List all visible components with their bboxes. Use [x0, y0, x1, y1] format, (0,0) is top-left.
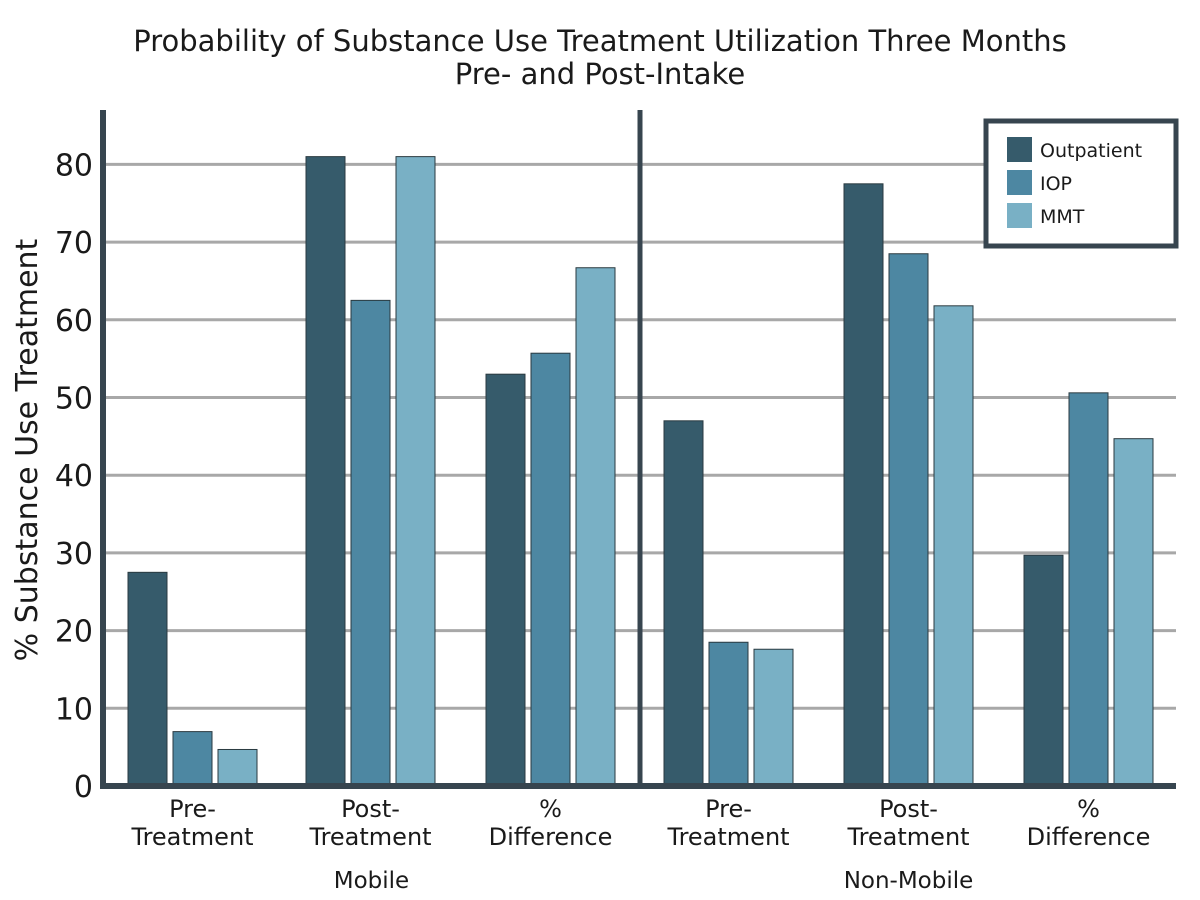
x-group-label-0: Mobile	[334, 868, 409, 894]
bar-mmt-0	[217, 748, 258, 787]
bar-iop-0	[172, 731, 213, 787]
x-category-label-5-line-0: %	[1077, 795, 1100, 823]
bar-mmt-4	[933, 305, 974, 787]
bar-outpatient-3	[663, 420, 704, 787]
y-axis-label: % Substance Use Treatment	[10, 238, 45, 661]
x-group-labels: Mobile Non-Mobile	[334, 868, 974, 894]
x-group-label-1: Non-Mobile	[844, 868, 974, 894]
y-tick-label-40: 40	[55, 459, 93, 494]
legend: Outpatient IOP MMT	[983, 118, 1179, 249]
chart-title-line-1: Probability of Substance Use Treatment U…	[133, 24, 1067, 58]
x-category-label-1-line-1: Treatment	[308, 823, 431, 851]
bar-mmt-3	[753, 648, 794, 787]
legend-swatch-iop	[1007, 170, 1032, 195]
x-category-labels: Pre-TreatmentPost-Treatment%DifferencePr…	[130, 795, 1150, 851]
bar-iop-5	[1068, 392, 1109, 787]
y-tick-label-80: 80	[55, 148, 93, 183]
chart-title: Probability of Substance Use Treatment U…	[133, 24, 1067, 91]
bar-mmt-5	[1113, 438, 1154, 787]
bar-iop-1	[350, 299, 391, 787]
x-category-label-5-line-1: Difference	[1027, 823, 1151, 851]
legend-label-outpatient: Outpatient	[1040, 140, 1142, 162]
x-category-label-0-line-0: Pre-	[169, 795, 216, 823]
bar-outpatient-2	[485, 373, 526, 787]
bar-outpatient-4	[843, 183, 884, 787]
bar-outpatient-1	[305, 156, 346, 787]
x-category-label-3-line-0: Pre-	[705, 795, 752, 823]
bars	[127, 156, 1154, 787]
x-category-label-4-line-0: Post-	[879, 795, 938, 823]
bar-outpatient-5	[1023, 554, 1064, 787]
legend-label-mmt: MMT	[1040, 206, 1085, 228]
y-tick-label-50: 50	[55, 381, 93, 416]
x-category-label-2-line-1: Difference	[489, 823, 613, 851]
axes	[100, 110, 1176, 789]
chart-title-line-2: Pre- and Post-Intake	[455, 57, 745, 91]
y-tick-label-60: 60	[55, 304, 93, 339]
bar-iop-3	[708, 641, 749, 787]
x-category-label-1-line-0: Post-	[341, 795, 400, 823]
x-category-label-2-line-0: %	[539, 795, 562, 823]
bar-outpatient-0	[127, 571, 168, 787]
legend-swatch-mmt	[1007, 203, 1032, 228]
y-tick-label-0: 0	[74, 770, 93, 805]
legend-label-iop: IOP	[1040, 173, 1072, 195]
y-tick-label-30: 30	[55, 537, 93, 572]
x-category-label-4-line-1: Treatment	[846, 823, 969, 851]
x-category-label-0-line-1: Treatment	[130, 823, 253, 851]
y-tick-label-20: 20	[55, 615, 93, 650]
bar-mmt-2	[575, 267, 616, 787]
bar-mmt-1	[395, 156, 436, 787]
legend-swatch-outpatient	[1007, 137, 1032, 162]
y-tick-label-70: 70	[55, 226, 93, 261]
y-tick-label-10: 10	[55, 692, 93, 727]
bar-iop-4	[888, 253, 929, 787]
bar-iop-2	[530, 352, 571, 787]
x-category-label-3-line-1: Treatment	[666, 823, 789, 851]
y-tick-labels: 0 10 20 30 40 50 60 70 80	[55, 148, 93, 805]
